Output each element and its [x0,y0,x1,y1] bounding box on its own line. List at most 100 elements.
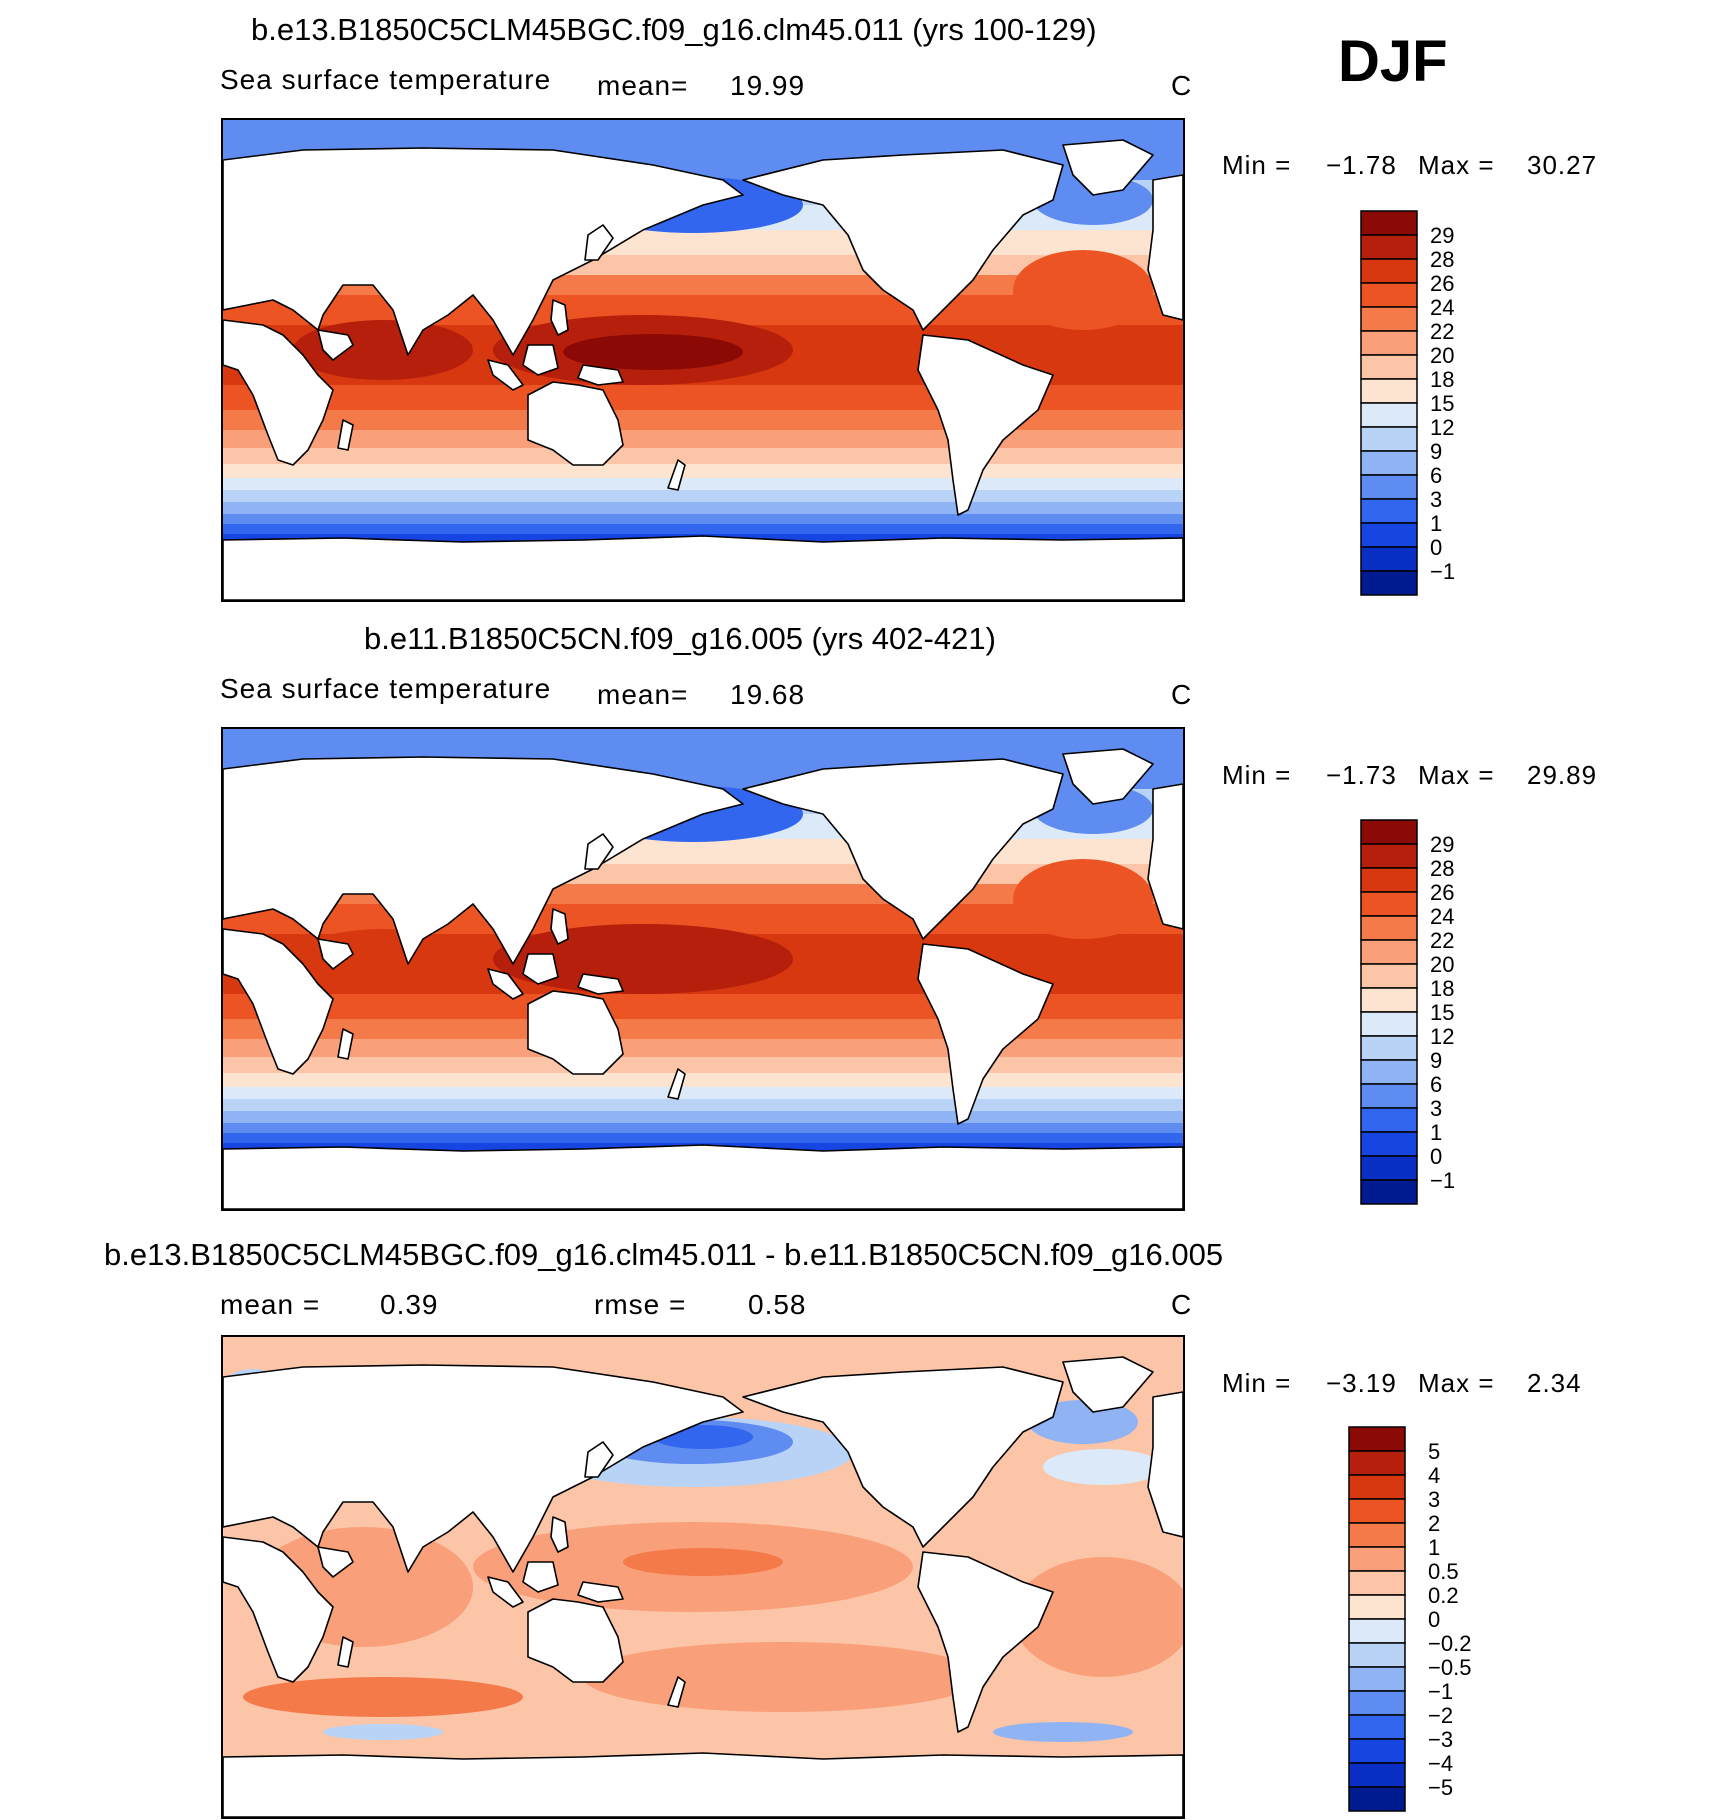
panel-3-colorbar-swatch-11 [1348,1690,1406,1716]
panel-2-sst-band-14 [223,1099,1183,1111]
panel-3-land-madagascar [337,1636,354,1668]
panel-1-sst-band-14 [223,490,1183,502]
panel-1-colorbar-swatch-5 [1360,330,1418,356]
panel-3-colorbar-swatch-5 [1348,1546,1406,1572]
panel-2-colorbar-label-11: 3 [1430,1096,1442,1121]
panel-2-land-antarctica [223,1144,1183,1209]
panel-3-land-japan [584,1441,614,1478]
panel-1-map [221,118,1185,602]
panel-1-colorbar-swatch-15 [1360,570,1418,596]
panel-3-map-svg [223,1337,1183,1817]
panel-3-colorbar-label-6: 0.2 [1428,1583,1459,1608]
panel-2-colorbar-label-8: 12 [1430,1024,1454,1049]
panel-3-colorbar-label-11: −2 [1428,1703,1453,1728]
panel-1-colorbar-swatch-0 [1360,210,1418,236]
panel-1-colorbar-label-2: 26 [1430,271,1454,296]
panel-2-mean-value: 19.68 [730,679,806,710]
panel-1-colorbar-label-1: 28 [1430,247,1454,272]
panel-3-mean-value: 0.39 [380,1289,439,1320]
panel-1-map-svg [223,120,1183,600]
panel-2-colorbar-swatch-15 [1360,1179,1418,1205]
panel-1-colorbar-label-13: 0 [1430,535,1442,560]
panel-2-land-philippines [550,908,569,945]
panel-1-land-new-guinea [577,364,624,386]
panel-1-colorbar-swatch-12 [1360,498,1418,524]
panel-2-colorbar-label-3: 24 [1430,904,1454,929]
panel-2-land-new-guinea [577,973,624,995]
panel-2-colorbar-swatch-7 [1360,987,1418,1013]
panel-1-sst-band-10 [223,430,1183,448]
panel-1-land-eurasia [223,147,744,356]
panel-1-colorbar-swatch-14 [1360,546,1418,572]
panel-1-colorbar-label-7: 15 [1430,391,1454,416]
panel-2-sst-band-9 [223,1019,1183,1039]
panel-3-colorbar-swatch-7 [1348,1594,1406,1620]
panel-3-colorbar-swatch-15 [1348,1786,1406,1812]
panel-2-colorbar-label-4: 22 [1430,928,1454,953]
panel-1-land-sumatra [487,359,524,391]
panel-2-colorbar-label-7: 15 [1430,1000,1454,1025]
panel-1-max-value: 30.27 [1527,150,1598,180]
panel-1-sst-band-15 [223,502,1183,514]
panel-1-min-value: −1.78 [1326,150,1397,180]
panel-1-land-philippines [550,299,569,336]
panel-2-colorbar-label-2: 26 [1430,880,1454,905]
panel-1-colorbar: 29 28 26 24 22 20 18 15 12 9 6 3 1 0 −1 [1360,210,1500,596]
panel-3-colorbar-label-9: −0.5 [1428,1655,1471,1680]
panel-3-land-australia [527,1598,624,1683]
panel-1-colorbar-label-8: 12 [1430,415,1454,440]
panel-2-map [221,727,1185,1211]
panel-1-land-north-america [742,149,1064,331]
panel-2-colorbar-swatch-4 [1360,915,1418,941]
panel-1-land-borneo [522,344,559,376]
panel-2-land-eurasia [223,756,744,965]
panel-1-land-africa [223,319,334,466]
panel-1-colorbar-label-5: 20 [1430,343,1454,368]
panel-1-mean-value: 19.99 [730,70,806,101]
panel-3-colorbar-label-12: −3 [1428,1727,1453,1752]
panel-2-natl-warm [1013,859,1153,939]
panel-2-land-australia [527,990,624,1075]
panel-2-colorbar-swatch-14 [1360,1155,1418,1181]
panel-1-land-australia [527,381,624,466]
panel-3-colorbar-swatch-10 [1348,1666,1406,1692]
panel-3-mean-label: mean = [220,1289,321,1320]
panel-3-land-borneo [522,1561,559,1593]
panel-2-colorbar-swatch-8 [1360,1011,1418,1037]
panel-2-land-madagascar [337,1028,354,1060]
panel-3-colorbar-label-8: −0.2 [1428,1631,1471,1656]
panel-1-colorbar-swatch-1 [1360,234,1418,260]
panel-1-land-japan [584,224,614,261]
panel-2-sst-band-13 [223,1087,1183,1099]
panel-3-diff-southern-ocean-neg1 [323,1724,443,1740]
panel-3-min-label: Min = [1222,1368,1292,1398]
panel-1-land-madagascar [337,419,354,451]
panel-1-sst-band-13 [223,478,1183,490]
panel-1-land-antarctica [223,535,1183,600]
panel-3-land-philippines [550,1516,569,1553]
panel-1-warm-pool-core [563,334,743,370]
panel-2-colorbar-label-13: 0 [1430,1144,1442,1169]
panel-1-land-new-zealand [667,459,686,491]
panel-2-colorbar-swatch-12 [1360,1107,1418,1133]
panel-3-diff-south-atlantic [1013,1557,1183,1677]
panel-2-title: b.e11.B1850C5CN.f09_g16.005 (yrs 402-421… [364,621,996,656]
panel-2-min-label: Min = [1222,760,1292,790]
panel-3-colorbar: 5 4 3 2 1 0.5 0.2 0 −0.2 −0.5 −1 −2 −3 −4 −5 [1348,1426,1518,1812]
panel-1-colorbar-swatch-8 [1360,402,1418,428]
panel-2-sst-band-17 [223,1133,1183,1143]
panel-2-colorbar: 29 28 26 24 22 20 18 15 12 9 6 3 1 0 −1 [1360,819,1500,1205]
panel-1-colorbar-swatch-13 [1360,522,1418,548]
panel-3-colorbar-swatch-3 [1348,1498,1406,1524]
panel-3-colorbar-label-7: 0 [1428,1607,1440,1632]
panel-2-sst-band-10 [223,1039,1183,1057]
panel-2-max-label: Max = [1418,760,1495,790]
panel-2-colorbar-swatch-3 [1360,891,1418,917]
panel-2-colorbar-swatch-10 [1360,1059,1418,1085]
panel-3-map [221,1335,1185,1819]
panel-2-map-svg [223,729,1183,1209]
panel-1-land-europe-west [1147,174,1183,321]
panel-2-indian-warm [293,929,473,989]
panel-2-variable: Sea surface temperature [220,673,552,704]
panel-1-colorbar-swatch-9 [1360,426,1418,452]
